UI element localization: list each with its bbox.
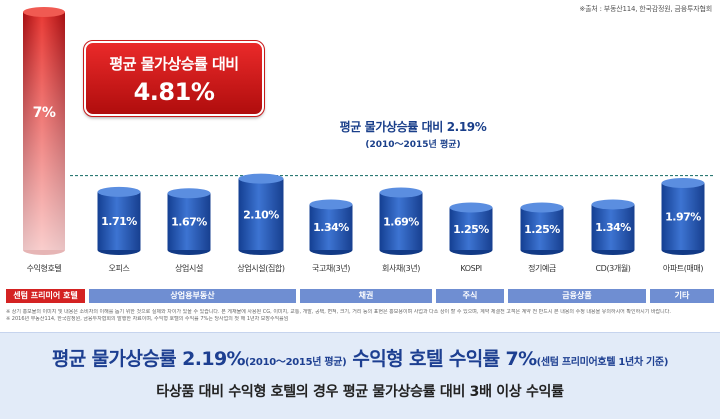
average-line-label: 평균 물가상승률 대비 2.19% (2010～2015년 평균): [318, 118, 508, 150]
category-bonds: 채권: [300, 289, 432, 303]
bar: [238, 173, 284, 255]
average-line-period: (2010～2015년 평균): [365, 140, 461, 150]
category-label: 수익형호텔: [27, 263, 62, 273]
bar-body: [309, 204, 353, 250]
highlight-callout: 평균 물가상승률 대비 4.81%: [83, 40, 265, 117]
bar-value-label: 1.34%: [313, 221, 349, 234]
bar-cap: [449, 202, 493, 213]
summary-hotel-yield: 수익형 호텔 수익률 7%: [346, 348, 537, 370]
bar: [661, 178, 705, 255]
bar-value-label: 1.97%: [665, 211, 701, 224]
category-label: 국고채(3년): [312, 263, 350, 273]
bar-value-label: 1.69%: [383, 215, 419, 228]
category-group-row: 센텀 프리미어 호텔 상업용부동산 채권 주식 금융상품 기타: [6, 289, 714, 303]
bar: [309, 199, 353, 255]
category-label: 상업시설: [175, 263, 203, 273]
summary-hotel-basis: (센텀 프리미어호텔 1년차 기준): [536, 357, 669, 368]
bar-cap: [661, 178, 705, 189]
bar-body: [379, 192, 423, 250]
bar-value-label: 2.10%: [243, 208, 279, 221]
bar: [379, 187, 423, 255]
bar-value-label: 1.25%: [524, 223, 560, 236]
summary-inflation-period: (2010～2015년 평균): [245, 357, 347, 368]
bar-cap: [167, 188, 211, 199]
category-label: 아파트(매매): [663, 263, 704, 273]
bar-cap: [23, 7, 65, 17]
bar-value-label: 7%: [33, 105, 56, 121]
bar-cap: [520, 202, 564, 213]
bar: [97, 186, 141, 255]
bar: [591, 199, 635, 255]
summary-subline: 타상품 대비 수익형 호텔의 경우 평균 물가상승률 대비 3배 이상 수익률: [156, 384, 564, 400]
callout-title: 평균 물가상승률 대비: [109, 55, 239, 73]
bar-cap: [97, 186, 141, 197]
category-label: 오피스: [109, 264, 130, 273]
bar-body: [97, 191, 141, 250]
summary-banner: 평균 물가상승률 2.19%(2010～2015년 평균) 수익형 호텔 수익률…: [0, 332, 720, 419]
bar-fade: [23, 12, 65, 250]
category-commercial-real-estate: 상업용부동산: [89, 289, 296, 303]
category-stocks: 주식: [436, 289, 504, 303]
bar: [167, 188, 211, 255]
category-label: 회사채(3년): [382, 263, 420, 273]
bar-value-label: 1.25%: [453, 223, 489, 236]
category-label: CD(3개월): [596, 263, 631, 273]
bar-body: [520, 207, 564, 250]
category-financial-products: 금융상품: [508, 289, 646, 303]
category-label: 정기예금: [528, 263, 556, 273]
disclaimer-line: ※ 2016년 부동산114, 한국감정원, 금융투자협회의 발행한 자료이며,…: [6, 316, 289, 322]
average-line-title: 평균 물가상승률 대비 2.19%: [339, 120, 487, 134]
bar-highlight: [23, 7, 65, 255]
category-hotel: 센텀 프리미어 호텔: [6, 289, 85, 303]
bar: [520, 202, 564, 255]
source-note: ※출처 : 부동산114, 한국감정원, 금융투자협회: [579, 5, 712, 13]
bar-body: [449, 207, 493, 250]
category-label: 상업시설(집합): [237, 263, 284, 273]
bar-body: [238, 178, 284, 250]
category-other: 기타: [650, 289, 714, 303]
bar-value-label: 1.71%: [101, 215, 137, 228]
bar-cap: [309, 199, 353, 210]
bar-cap: [238, 173, 284, 184]
bar-cap: [591, 199, 635, 210]
bar-body: [167, 193, 211, 250]
disclaimer-notes: ※ 상기 홍보물의 이미지 및 내용은 소비자의 이해를 돕기 위한 것으로 실…: [6, 309, 714, 323]
bar-body: [661, 183, 705, 250]
bar-body: [591, 204, 635, 250]
bar: [449, 202, 493, 255]
bar-value-label: 1.67%: [171, 216, 207, 229]
summary-headline: 평균 물가상승률 2.19%(2010～2015년 평균) 수익형 호텔 수익률…: [0, 344, 720, 371]
summary-inflation: 평균 물가상승률 2.19%: [51, 348, 246, 370]
bar-value-label: 1.34%: [595, 221, 631, 234]
bar-chart: 7% 수익형호텔 1.71% 오피스 1.67% 상업시설 2.10% 상업시설(집합) 1.3…: [23, 7, 714, 273]
bar-cap: [379, 187, 423, 198]
category-label: KOSPI: [460, 264, 481, 273]
callout-value: 4.81%: [133, 78, 215, 106]
disclaimer-line: ※ 상기 홍보물의 이미지 및 내용은 소비자의 이해를 돕기 위한 것으로 실…: [6, 309, 671, 315]
